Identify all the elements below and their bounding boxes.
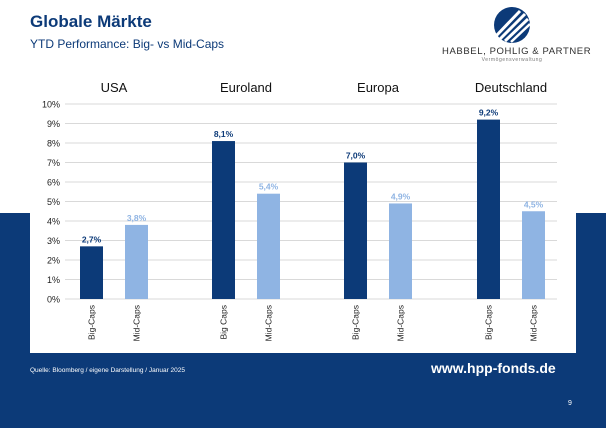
x-tick-label: Mid-Caps [264,305,274,341]
category-label: Euroland [220,80,272,95]
y-tick-label: 5% [47,197,60,207]
mid-caps-bar [389,203,412,299]
big-caps-bar [212,141,235,299]
y-tick-label: 0% [47,295,60,305]
data-label: 9,2% [479,108,499,118]
x-tick-label: Mid-Caps [132,305,142,341]
x-tick-label: Mid-Caps [396,305,406,341]
logo-emblem-icon [494,7,531,43]
y-tick-label: 10% [42,100,60,110]
bar-chart: 0% 1% 2% 3% 4% 5% 6% 7% 8% 9% 10% USA 2,7% Big-Caps 3,… [42,80,557,341]
data-label: 5,4% [259,182,279,192]
category-label: Deutschland [475,80,547,95]
y-tick-label: 9% [47,119,60,129]
y-tick-label: 2% [47,256,60,266]
y-tick-label: 8% [47,139,60,149]
category-label: Europa [357,80,400,95]
x-tick-label: Big Caps [219,305,229,340]
company-logo: HABBEL, POHLIG & PARTNER Vermögensverwal… [442,6,592,64]
x-tick-label: Big-Caps [351,305,361,340]
x-tick-label: Big-Caps [484,305,494,340]
page-number: 9 [568,400,572,407]
mid-caps-bar [125,224,148,299]
data-label: 4,5% [524,199,544,209]
y-tick-label: 1% [47,275,60,285]
page-title: Globale Märkte [30,12,152,31]
data-label: 8,1% [214,129,234,139]
data-label: 2,7% [82,234,102,244]
x-tick-label: Mid-Caps [529,305,539,341]
y-tick-label: 4% [47,217,60,227]
data-label: 4,9% [391,191,411,201]
category-label: USA [101,80,128,95]
mid-caps-bar [257,193,280,299]
big-caps-bar [477,119,500,299]
logo-tagline: Vermögensverwaltung [481,57,543,63]
big-caps-bar [344,162,367,299]
y-tick-label: 7% [47,158,60,168]
data-label: 7,0% [346,151,366,161]
source-note: Quelle: Bloomberg / eigene Darstellung /… [30,367,186,374]
y-tick-label: 6% [47,178,60,188]
big-caps-bar [80,246,103,299]
mid-caps-bar [522,211,545,299]
page-subtitle: YTD Performance: Big- vs Mid-Caps [30,37,225,51]
x-tick-label: Big-Caps [87,305,97,340]
chart-panel: 0% 1% 2% 3% 4% 5% 6% 7% 8% 9% 10% USA 2,7% Big-Caps 3,… [30,70,576,353]
website-link[interactable]: www.hpp-fonds.de [431,360,556,376]
data-label: 3,8% [127,213,147,223]
logo-name: HABBEL, POHLIG & PARTNER [442,46,592,57]
y-tick-label: 3% [47,236,60,246]
